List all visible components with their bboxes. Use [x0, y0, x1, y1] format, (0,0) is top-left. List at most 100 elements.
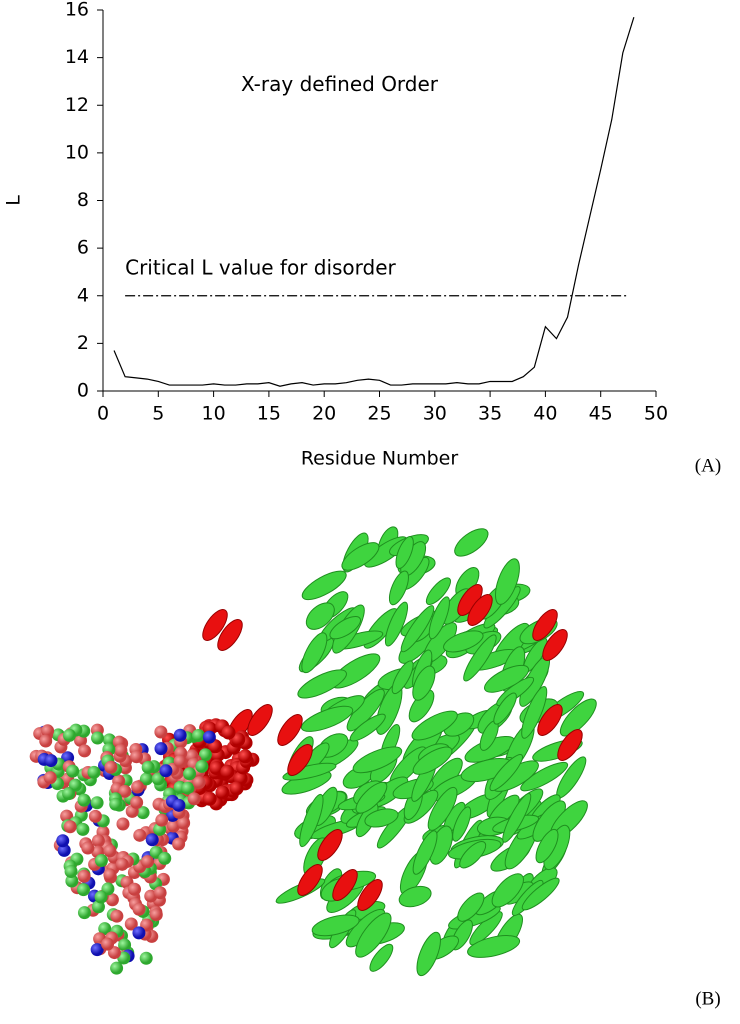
- atom: [153, 886, 167, 900]
- annotation: X-ray defined Order: [241, 72, 439, 96]
- atom: [76, 822, 90, 836]
- helix: [299, 793, 324, 848]
- helix: [521, 686, 548, 739]
- atom: [78, 744, 92, 758]
- y-tick-label: 6: [77, 237, 89, 259]
- atom: [77, 906, 91, 920]
- helix: [300, 705, 354, 732]
- y-tick-label: 14: [65, 46, 89, 68]
- helix: [467, 594, 493, 626]
- helix: [355, 781, 388, 814]
- x-tick-label: 10: [202, 403, 226, 425]
- atom: [94, 890, 108, 904]
- y-tick-label: 12: [65, 94, 89, 116]
- atom: [141, 855, 155, 869]
- atom: [81, 841, 95, 855]
- atom: [155, 813, 169, 827]
- helix: [412, 830, 438, 875]
- atom: [76, 883, 90, 897]
- atom: [66, 764, 80, 778]
- atom: [132, 902, 146, 916]
- atom: [128, 882, 142, 896]
- x-tick-label: 50: [644, 403, 668, 425]
- y-tick-label: 4: [77, 284, 89, 306]
- helix: [463, 634, 497, 682]
- helix: [484, 664, 530, 693]
- helix: [301, 632, 328, 674]
- atom: [181, 781, 195, 795]
- atom: [110, 909, 124, 923]
- atom: [104, 760, 118, 774]
- atom: [91, 900, 105, 914]
- helix: [391, 660, 414, 695]
- atom: [172, 837, 186, 851]
- helix: [542, 629, 568, 661]
- atom: [91, 834, 105, 848]
- helix: [395, 536, 414, 569]
- helix: [287, 744, 313, 776]
- atom: [231, 732, 246, 747]
- atom: [229, 781, 244, 796]
- atom: [62, 728, 76, 742]
- helix: [427, 786, 458, 831]
- atom: [110, 961, 124, 975]
- helix: [412, 746, 453, 775]
- atom: [44, 754, 58, 768]
- helix: [332, 869, 358, 901]
- helix: [277, 714, 303, 746]
- helix: [202, 609, 228, 641]
- atom: [90, 796, 104, 810]
- atom: [133, 828, 147, 842]
- atom: [215, 785, 230, 800]
- atom: [209, 761, 224, 776]
- helix: [349, 713, 386, 742]
- atom: [130, 750, 144, 764]
- x-axis-label: Residue Number: [301, 448, 459, 470]
- y-tick-label: 2: [77, 332, 89, 354]
- atom: [192, 776, 206, 790]
- atom: [187, 792, 201, 806]
- atom: [77, 869, 91, 883]
- helix: [305, 602, 335, 630]
- helix: [557, 729, 583, 761]
- helix: [355, 912, 392, 958]
- atom: [141, 760, 155, 774]
- helix: [412, 665, 436, 701]
- atom: [154, 725, 168, 739]
- atom: [98, 922, 112, 936]
- atom: [77, 793, 91, 807]
- x-tick-label: 0: [97, 403, 109, 425]
- atom: [198, 748, 212, 762]
- helix: [247, 704, 273, 736]
- helix: [494, 558, 520, 605]
- atom: [91, 731, 105, 745]
- helix: [452, 806, 472, 842]
- helix: [341, 542, 380, 571]
- atom: [88, 809, 102, 823]
- helix: [311, 914, 360, 937]
- atom: [145, 833, 159, 847]
- x-tick-label: 5: [152, 403, 164, 425]
- x-tick-label: 40: [533, 403, 557, 425]
- atom: [116, 817, 130, 831]
- helix: [425, 577, 451, 606]
- helix: [297, 669, 347, 699]
- y-tick-label: 10: [65, 141, 89, 163]
- atom: [131, 780, 145, 794]
- helix: [489, 754, 523, 792]
- atom: [87, 765, 101, 779]
- atom: [139, 772, 153, 786]
- helix: [352, 746, 403, 774]
- x-tick-label: 30: [423, 403, 447, 425]
- atom: [115, 857, 129, 871]
- atom: [105, 893, 119, 907]
- helix: [535, 828, 559, 864]
- atom: [62, 787, 76, 801]
- helix: [408, 689, 435, 723]
- helix: [398, 885, 432, 908]
- helix: [317, 829, 343, 861]
- atom: [202, 730, 216, 744]
- helix: [493, 692, 517, 725]
- atom: [102, 733, 116, 747]
